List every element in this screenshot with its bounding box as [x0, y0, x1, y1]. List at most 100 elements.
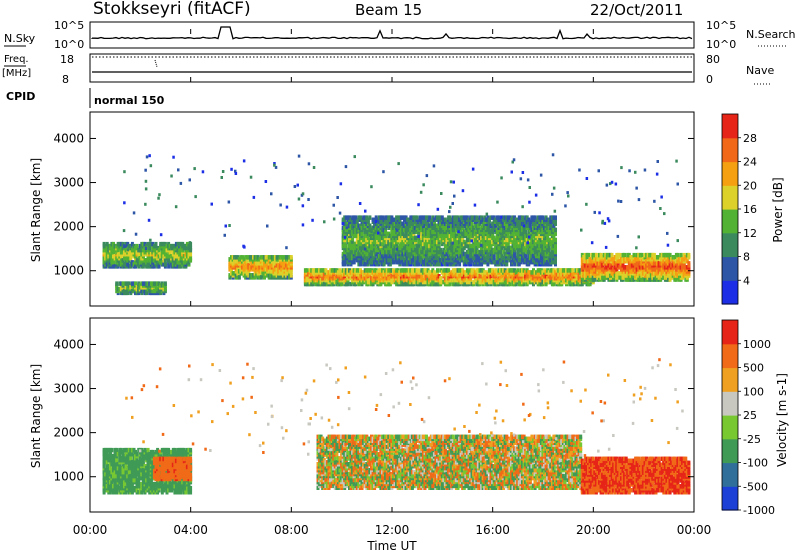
- data-cell: [443, 268, 447, 273]
- data-cell: [480, 215, 484, 220]
- data-cell: [403, 281, 406, 287]
- data-cell: [549, 231, 553, 237]
- data-cell: [462, 274, 466, 279]
- data-cell: [543, 249, 546, 255]
- data-cell: [281, 273, 285, 278]
- data-cell: [627, 261, 631, 266]
- data-cell: [453, 233, 457, 239]
- data-cell: [351, 223, 355, 228]
- data-cell: [244, 255, 248, 260]
- data-cell: [152, 243, 156, 249]
- data-cell: [552, 276, 556, 281]
- data-cell: [643, 252, 647, 258]
- data-cell: [547, 237, 551, 243]
- data-cell: [146, 286, 150, 292]
- data-cell: [528, 259, 532, 265]
- data-cell: [513, 219, 517, 224]
- data-cell: [395, 268, 399, 273]
- data-cell: [398, 235, 402, 241]
- sky-tick-top: 10^5: [54, 19, 84, 32]
- data-cell: [403, 233, 406, 239]
- search-tick-top: 10^5: [706, 19, 736, 32]
- data-cell: [398, 270, 402, 275]
- data-cell: [398, 276, 402, 281]
- data-cell: [626, 277, 630, 282]
- data-cell: [362, 225, 366, 230]
- data-cell: [152, 281, 156, 286]
- data-cell: [409, 247, 413, 253]
- data-cell: [607, 277, 611, 282]
- data-cell: [462, 270, 466, 275]
- data-cell: [565, 274, 568, 279]
- data-cell: [543, 239, 546, 245]
- data-cell: [678, 257, 681, 262]
- data-cell: [648, 273, 652, 278]
- data-cell: [587, 252, 590, 258]
- data-cell: [491, 277, 495, 283]
- data-cell: [250, 261, 254, 266]
- data-cell: [390, 233, 394, 239]
- data-cell: [443, 272, 447, 277]
- freq-unit-label: [MHz]: [2, 68, 31, 79]
- data-cell: [679, 252, 683, 258]
- data-cell: [351, 215, 355, 220]
- data-cell: [646, 252, 650, 258]
- data-cell: [395, 257, 399, 263]
- data-cell: [351, 268, 355, 273]
- data-cell: [280, 271, 284, 276]
- data-cell: [253, 261, 257, 266]
- data-cell: [453, 247, 457, 253]
- nave-tick-top: 80: [706, 53, 720, 66]
- data-cell: [418, 270, 422, 275]
- data-cell: [384, 243, 388, 249]
- data-cell: [370, 235, 373, 241]
- data-cell: [621, 252, 625, 258]
- data-cell: [124, 260, 128, 265]
- data-cell: [549, 251, 553, 257]
- data-cell: [495, 215, 499, 220]
- data-cell: [396, 245, 400, 251]
- data-cell: [258, 261, 262, 266]
- data-cell: [483, 243, 487, 249]
- data-cell: [569, 268, 573, 273]
- data-cell: [495, 259, 499, 265]
- data-cell: [577, 268, 581, 273]
- data-cell: [506, 227, 510, 233]
- data-cell: [465, 243, 469, 249]
- data-cell: [450, 261, 454, 267]
- data-cell: [503, 215, 507, 220]
- data-cell: [414, 251, 417, 257]
- data-cell: [303, 272, 307, 277]
- data-cell: [377, 279, 381, 285]
- data-cell: [165, 254, 169, 259]
- data-cell: [151, 281, 155, 286]
- data-cell: [230, 255, 233, 260]
- data-cell: [480, 268, 484, 273]
- data-cell: [338, 268, 342, 273]
- data-cell: [454, 268, 458, 273]
- data-cell: [385, 259, 389, 265]
- data-cell: [476, 253, 480, 259]
- data-cell: [445, 261, 449, 267]
- data-cell: [454, 227, 458, 233]
- data-cell: [541, 245, 545, 251]
- data-cell: [558, 272, 562, 277]
- data-cell: [148, 281, 152, 286]
- data-cell: [478, 229, 482, 235]
- data-cell: [497, 215, 501, 220]
- data-cell: [525, 233, 529, 239]
- nave-tick-bottom: 0: [706, 73, 713, 86]
- data-cell: [528, 249, 532, 255]
- data-cell: [607, 259, 611, 264]
- data-cell: [484, 217, 488, 222]
- data-cell: [569, 279, 573, 285]
- data-cell: [572, 281, 576, 287]
- data-cell: [325, 281, 329, 287]
- data-cell: [489, 268, 493, 273]
- data-cell: [445, 219, 449, 224]
- data-cell: [163, 286, 167, 292]
- data-cell: [395, 223, 399, 228]
- data-cell: [113, 254, 117, 259]
- data-cell: [641, 277, 645, 282]
- data-cell: [346, 247, 350, 253]
